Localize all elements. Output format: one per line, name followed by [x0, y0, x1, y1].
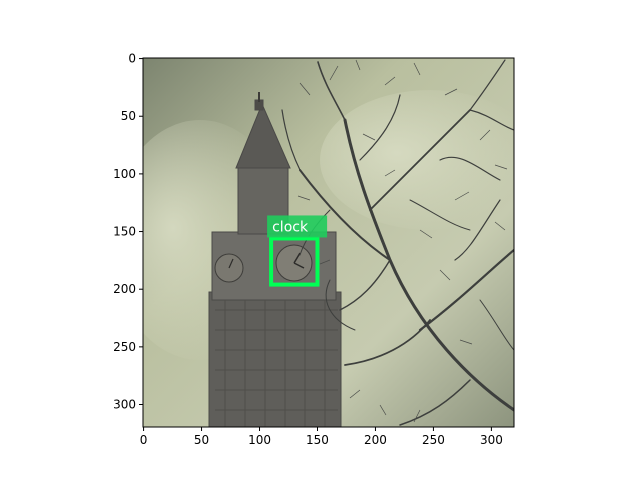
y-tick-label: 150	[113, 225, 136, 239]
y-tick-label: 200	[113, 282, 136, 296]
cloud	[320, 90, 514, 230]
detection-box	[269, 236, 320, 287]
y-tick-label: 0	[128, 52, 136, 66]
detection-label: clock	[272, 219, 309, 235]
x-tick-label: 150	[306, 433, 329, 447]
x-tick-label: 200	[364, 433, 387, 447]
x-tick-label: 300	[480, 433, 503, 447]
detection-overlay: clock	[267, 215, 328, 287]
y-tick-label: 50	[121, 109, 136, 123]
tree-branches	[281, 59, 514, 426]
tree-twigs	[297, 59, 508, 423]
x-tick-label: 100	[248, 433, 271, 447]
x-axis: 0 50 100 150 200 250 300	[140, 427, 503, 447]
axes-frame	[142, 57, 515, 428]
y-axis: 0 50 100 150 200 250 300	[113, 52, 143, 412]
y-tick-label: 300	[113, 398, 136, 412]
photo	[143, 58, 514, 427]
y-tick-label: 250	[113, 340, 136, 354]
detection-label-bg	[267, 215, 328, 238]
x-tick-label: 0	[140, 433, 148, 447]
y-tick-label: 100	[113, 167, 136, 181]
x-tick-label: 250	[422, 433, 445, 447]
x-tick-label: 50	[194, 433, 209, 447]
